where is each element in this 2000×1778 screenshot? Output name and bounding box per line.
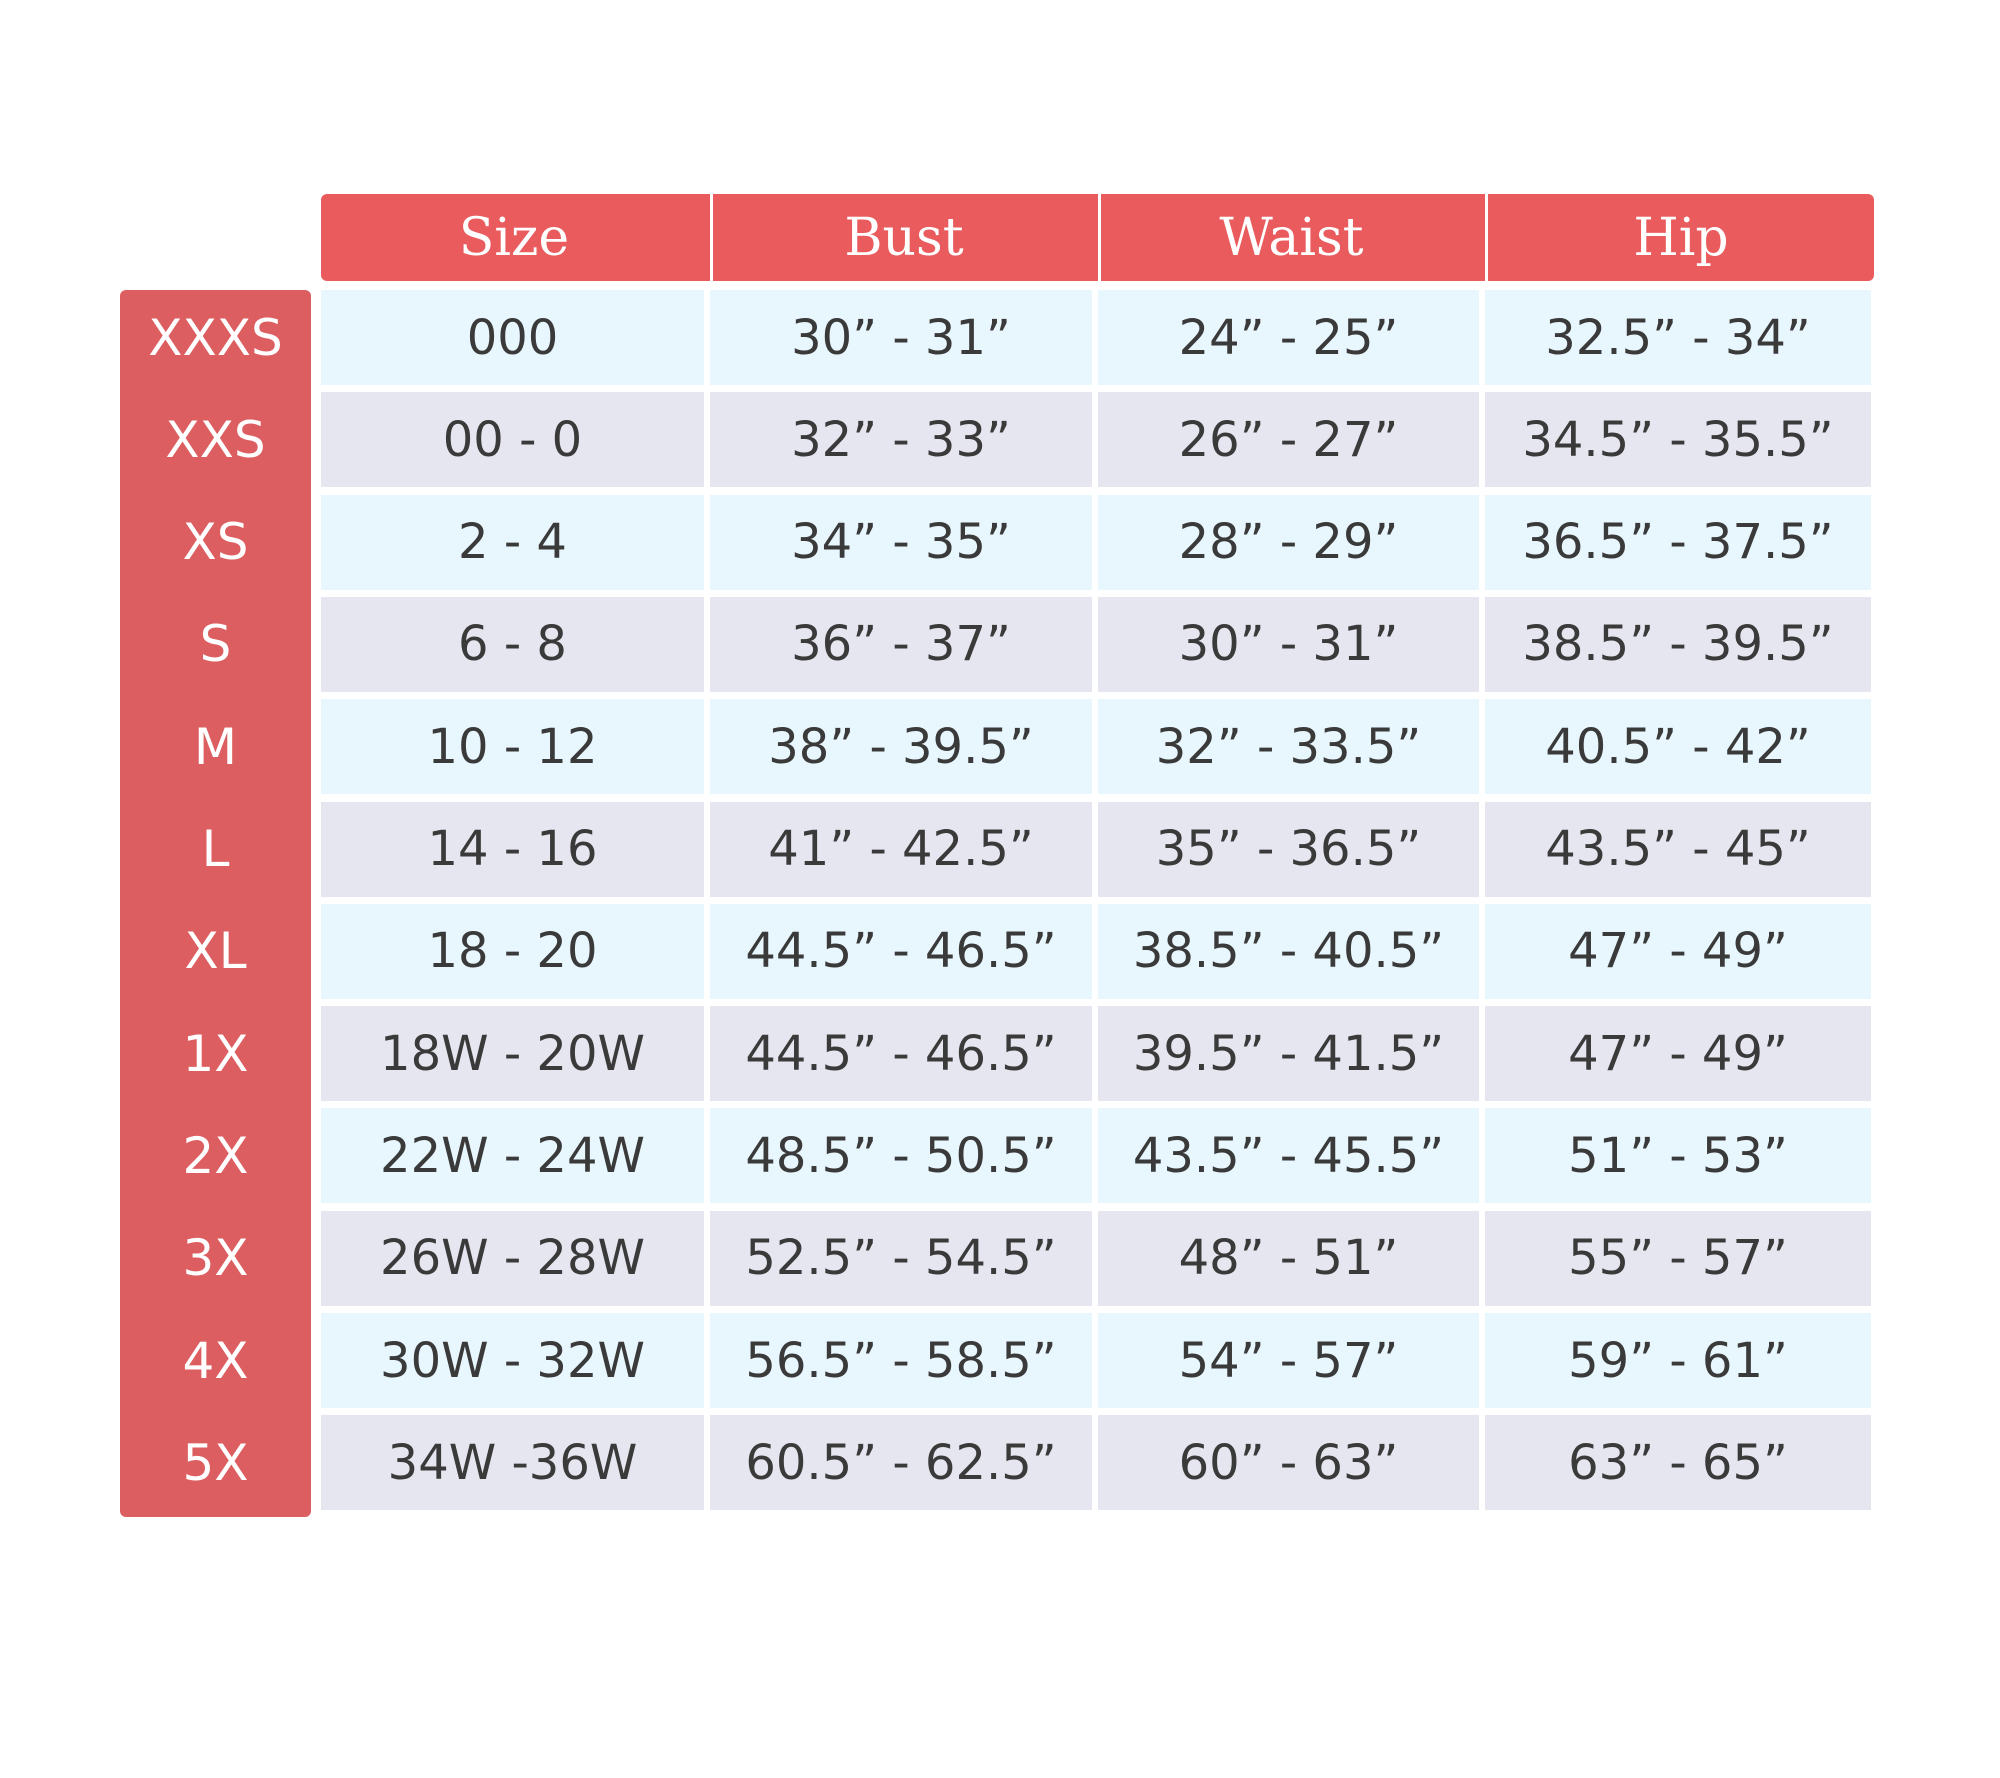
table-cell: 63” - 65” [1485,1415,1871,1511]
size-label: S [199,615,232,674]
table-cell: 18W - 20W [321,1006,704,1102]
table-cell: 32” - 33.5” [1098,699,1479,795]
table-cell: 18 - 20 [321,903,704,999]
table-cell: 55” - 57” [1485,1210,1871,1306]
table-cell: 26” - 27” [1098,392,1479,488]
size-label: XXS [165,410,266,469]
table-cell: 41” - 42.5” [710,801,1092,897]
table-cell: 51” - 53” [1485,1108,1871,1204]
table-cell: 38.5” - 39.5” [1485,596,1871,692]
table-cell: 34.5” - 35.5” [1485,392,1871,488]
table-cell: 30” - 31” [1098,596,1479,692]
table-cell: 60” - 63” [1098,1415,1479,1511]
size-label: 2X [182,1126,249,1185]
column-header: Waist [1098,194,1482,281]
table-cell: 34” - 35” [710,494,1092,590]
table-cell: 30W - 32W [321,1313,704,1408]
column-header: Hip [1485,194,1874,281]
table-cell: 44.5” - 46.5” [710,1006,1092,1102]
size-label: 1X [182,1024,249,1083]
table-cell: 40.5” - 42” [1485,699,1871,795]
table-cell: 6 - 8 [321,596,704,692]
table-cell: 36” - 37” [710,596,1092,692]
size-label: 5X [182,1433,249,1492]
table-cell: 56.5” - 58.5” [710,1313,1092,1408]
size-label: XS [182,513,249,572]
table-cell: 00 - 0 [321,392,704,488]
table-cell: 38” - 39.5” [710,699,1092,795]
table-cell: 54” - 57” [1098,1313,1479,1408]
table-cell: 30” - 31” [710,290,1092,385]
table-cell: 48” - 51” [1098,1210,1479,1306]
table-cell: 43.5” - 45” [1485,801,1871,897]
table-cell: 59” - 61” [1485,1313,1871,1408]
table-cell: 34W -36W [321,1415,704,1511]
table-cell: 000 [321,290,704,385]
table-cell: 38.5” - 40.5” [1098,903,1479,999]
size-label-column [120,290,311,1517]
table-cell: 36.5” - 37.5” [1485,494,1871,590]
table-cell: 32” - 33” [710,392,1092,488]
table-cell: 28” - 29” [1098,494,1479,590]
header-bar [321,194,1874,281]
table-cell: 48.5” - 50.5” [710,1108,1092,1204]
size-label: XL [184,922,247,981]
size-label: M [193,717,238,776]
table-cell: 52.5” - 54.5” [710,1210,1092,1306]
table-cell: 24” - 25” [1098,290,1479,385]
table-cell: 10 - 12 [321,699,704,795]
table-cell: 2 - 4 [321,494,704,590]
table-cell: 26W - 28W [321,1210,704,1306]
size-label: 3X [182,1229,249,1288]
table-cell: 60.5” - 62.5” [710,1415,1092,1511]
table-cell: 14 - 16 [321,801,704,897]
table-cell: 43.5” - 45.5” [1098,1108,1479,1204]
column-header: Bust [710,194,1095,281]
size-label: L [201,820,230,878]
table-cell: 35” - 36.5” [1098,801,1479,897]
table-cell: 47” - 49” [1485,1006,1871,1102]
table-cell: 22W - 24W [321,1108,704,1204]
size-label: 4X [182,1331,249,1390]
size-label: XXXS [148,308,283,367]
table-cell: 32.5” - 34” [1485,290,1871,385]
table-cell: 39.5” - 41.5” [1098,1006,1479,1102]
table-cell: 47” - 49” [1485,903,1871,999]
table-cell: 44.5” - 46.5” [710,903,1092,999]
column-header: Size [458,207,570,268]
